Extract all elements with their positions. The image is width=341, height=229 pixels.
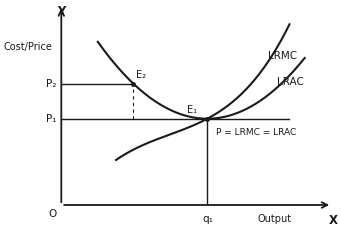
Text: LRMC: LRMC [268, 51, 297, 61]
Text: q₁: q₁ [202, 214, 213, 224]
Text: P₂: P₂ [46, 79, 57, 89]
Text: Cost/Price: Cost/Price [3, 42, 52, 52]
Text: E₂: E₂ [136, 70, 146, 80]
Text: Output: Output [257, 214, 291, 224]
Text: X: X [329, 214, 338, 227]
Text: P = LRMC = LRAC: P = LRMC = LRAC [217, 128, 297, 137]
Text: P₁: P₁ [46, 114, 57, 124]
Text: O: O [48, 209, 57, 219]
Text: E₁: E₁ [187, 105, 197, 115]
Text: Y: Y [57, 5, 65, 19]
Text: LRAC: LRAC [277, 77, 304, 87]
